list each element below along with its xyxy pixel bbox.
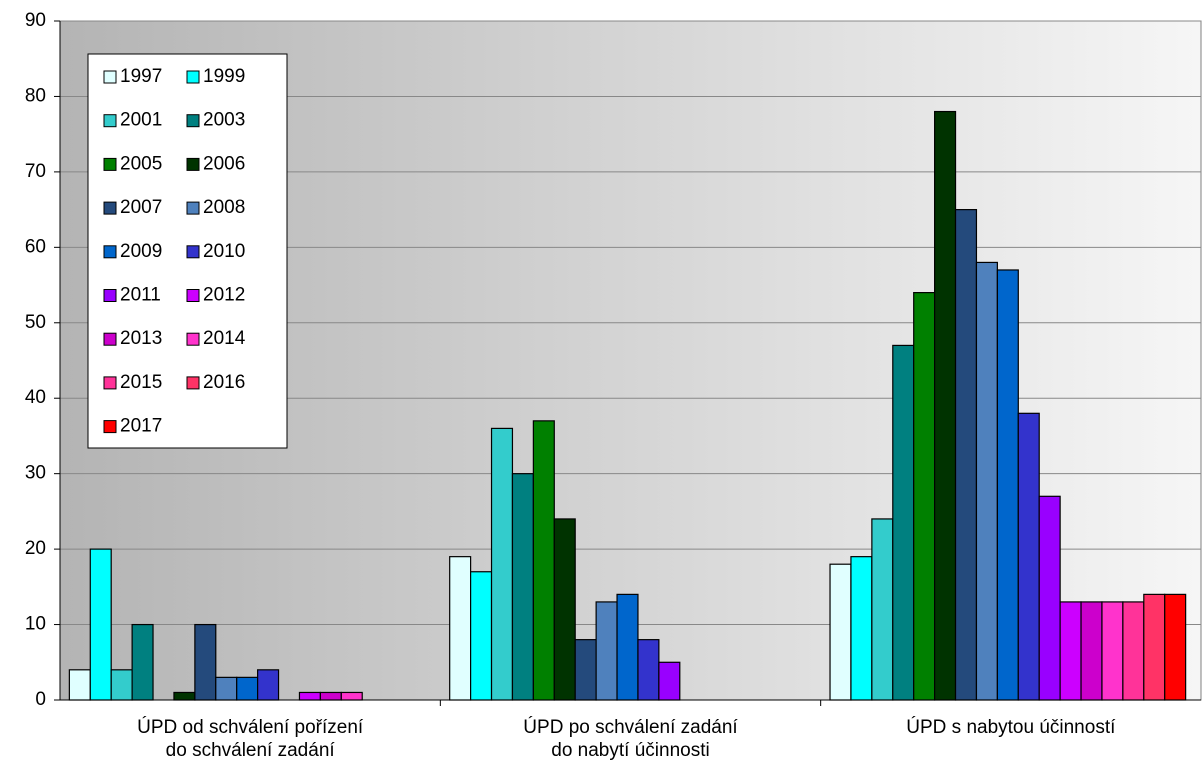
legend-swatch [103, 114, 117, 128]
legend-swatch [103, 332, 117, 346]
bar [1101, 601, 1124, 701]
bar [532, 420, 555, 701]
bar [89, 548, 112, 701]
bar [449, 556, 472, 701]
legend-swatch [103, 420, 117, 434]
y-tick-label: 90 [25, 10, 46, 31]
bar [595, 601, 618, 701]
x-tick-label: ÚPD od schválení pořízení do schválení za… [137, 716, 364, 761]
bar [131, 623, 154, 701]
legend-label: 2016 [203, 372, 245, 393]
bar [68, 669, 91, 701]
x-tick-label-line: ÚPD s nabytou účinností [906, 716, 1116, 738]
y-tick-label: 80 [25, 85, 46, 106]
legend-swatch [186, 114, 200, 128]
bar [850, 556, 873, 701]
x-tick-label-line: do schválení zadání [166, 740, 336, 761]
legend-label: 2009 [120, 241, 162, 262]
legend-label: 2010 [203, 241, 245, 262]
y-tick-label: 50 [25, 312, 46, 333]
bar [829, 563, 852, 701]
x-tick-label: ÚPD po schválení zadání do nabytí účinnos… [523, 716, 738, 761]
legend-swatch [103, 201, 117, 215]
legend-swatch [186, 201, 200, 215]
bar [637, 639, 660, 701]
bar [257, 669, 280, 701]
bar [975, 261, 998, 701]
legend-label: 2003 [203, 110, 245, 131]
bar [553, 518, 576, 701]
legend-swatch [186, 289, 200, 302]
bar [490, 427, 514, 701]
y-tick-label: 10 [25, 614, 46, 635]
bar [954, 209, 978, 701]
legend-swatch [186, 376, 200, 390]
legend-label: 2007 [120, 197, 162, 218]
y-tick-label: 40 [25, 387, 46, 408]
legend-label: 2012 [203, 285, 245, 306]
legend-swatch [186, 157, 200, 171]
bar [658, 661, 681, 701]
legend-swatch [103, 289, 117, 302]
legend-swatch [186, 245, 200, 259]
x-tick-label: ÚPD s nabytou účinností [906, 716, 1116, 738]
bar [511, 473, 534, 701]
legend-swatch [186, 70, 200, 84]
bar [1164, 593, 1187, 701]
bar [319, 691, 342, 701]
legend-swatch [103, 157, 117, 171]
legend-label: 2001 [120, 110, 162, 131]
bar [1017, 412, 1040, 701]
bar [1122, 601, 1145, 701]
y-tick-label: 30 [25, 463, 46, 484]
y-tick-label: 0 [35, 689, 46, 710]
bar [470, 571, 493, 701]
x-tick-label-line: do nabytí účinnosti [551, 740, 709, 761]
bar [340, 691, 363, 701]
legend-label: 1999 [203, 66, 245, 87]
legend-label: 2006 [203, 153, 245, 174]
bar [194, 623, 217, 701]
legend-swatch [103, 245, 117, 259]
legend-label: 2014 [203, 328, 246, 349]
legend-swatch [186, 332, 200, 346]
bar [616, 593, 639, 701]
legend-label: 2011 [120, 285, 161, 306]
legend-label: 2008 [203, 197, 245, 218]
bar [298, 691, 321, 701]
bar [110, 669, 133, 701]
x-tick-label-line: ÚPD od schválení pořízení [137, 716, 364, 738]
legend-swatch [103, 70, 117, 84]
bar [215, 676, 238, 701]
x-tick-label-line: ÚPD po schválení zadání [523, 716, 738, 738]
bar [996, 269, 1019, 701]
legend-label: 2017 [120, 416, 162, 437]
legend-label: 2005 [120, 153, 162, 174]
legend-label: 1997 [120, 66, 162, 87]
bar [934, 110, 957, 701]
y-tick-label: 60 [25, 236, 46, 257]
bar [1038, 495, 1061, 701]
bar [871, 518, 894, 701]
legend-swatch [103, 376, 117, 390]
bar [1080, 601, 1103, 701]
legend-label: 2015 [120, 372, 162, 393]
bar [173, 691, 196, 701]
bar [1143, 593, 1166, 701]
bar [892, 344, 915, 701]
y-tick-label: 70 [25, 161, 46, 182]
bar [913, 292, 936, 701]
bar [1059, 601, 1082, 701]
legend-label: 2013 [120, 328, 162, 349]
bar [574, 639, 597, 701]
bar [236, 676, 259, 701]
y-tick-label: 20 [25, 538, 46, 559]
